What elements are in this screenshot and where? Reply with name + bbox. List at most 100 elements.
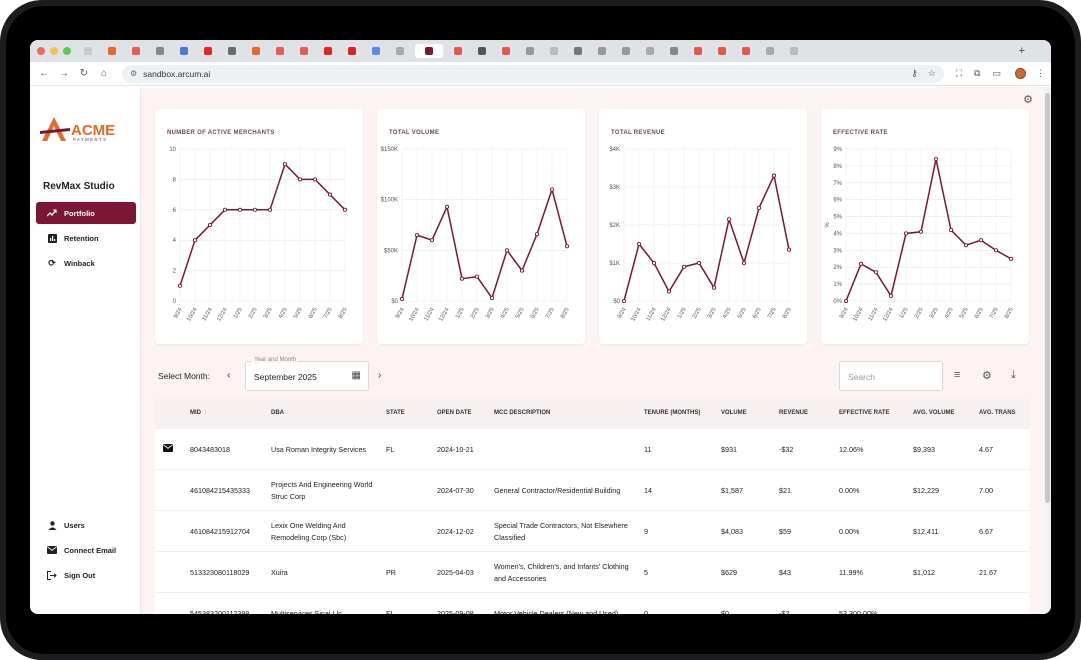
next-month-chevron-icon[interactable]: › bbox=[378, 370, 382, 381]
data-point[interactable] bbox=[651, 260, 657, 266]
data-point[interactable] bbox=[474, 274, 480, 279]
data-point[interactable] bbox=[918, 229, 924, 234]
data-point[interactable] bbox=[222, 207, 228, 212]
month-picker-field[interactable]: Year and Month September 2025 ▦ bbox=[245, 357, 369, 391]
data-point[interactable] bbox=[534, 232, 540, 237]
data-point[interactable] bbox=[414, 233, 420, 238]
browser-tab[interactable] bbox=[319, 44, 337, 58]
browser-tab[interactable] bbox=[545, 44, 563, 58]
data-point[interactable] bbox=[549, 187, 555, 192]
calendar-icon[interactable]: ▦ bbox=[351, 370, 361, 381]
column-header-volume[interactable]: VOLUME bbox=[721, 399, 776, 429]
column-header-open-date[interactable]: OPEN DATE bbox=[437, 399, 492, 429]
browser-tab[interactable] bbox=[473, 44, 491, 58]
data-point[interactable] bbox=[843, 298, 849, 304]
data-point[interactable] bbox=[519, 268, 525, 273]
browser-tab[interactable] bbox=[713, 44, 731, 58]
data-point[interactable] bbox=[489, 295, 495, 301]
browser-tab[interactable] bbox=[569, 44, 587, 58]
site-info-icon[interactable]: ⚙ bbox=[130, 69, 138, 78]
minimize-window-button[interactable] bbox=[50, 47, 58, 55]
data-point[interactable] bbox=[858, 261, 864, 266]
sort-arrow-up-icon[interactable]: ↑ bbox=[204, 410, 207, 417]
browser-tab[interactable] bbox=[641, 44, 659, 58]
data-point[interactable] bbox=[756, 205, 762, 210]
data-point[interactable] bbox=[297, 177, 303, 182]
column-header-state[interactable]: STATE bbox=[386, 399, 431, 429]
browser-tab[interactable] bbox=[761, 44, 779, 58]
data-point[interactable] bbox=[741, 260, 747, 266]
screenshot-icon[interactable]: ⛶ bbox=[955, 68, 963, 78]
menu-kebab-icon[interactable]: ⋮ bbox=[1036, 68, 1045, 78]
browser-tab[interactable] bbox=[497, 44, 515, 58]
data-point[interactable] bbox=[399, 296, 405, 302]
data-point[interactable] bbox=[696, 260, 702, 266]
data-point[interactable] bbox=[459, 276, 465, 281]
maximize-window-button[interactable] bbox=[63, 47, 71, 55]
browser-tab[interactable] bbox=[689, 44, 707, 58]
data-point[interactable] bbox=[267, 207, 273, 212]
browser-tab[interactable] bbox=[521, 44, 539, 58]
table-row[interactable]: 461084215435333 Projects And Engineering … bbox=[155, 470, 1030, 511]
browser-tab[interactable] bbox=[415, 44, 443, 58]
column-header-rate[interactable]: EFFECTIVE RATE bbox=[839, 399, 909, 429]
bookmark-star-icon[interactable]: ☆ bbox=[927, 68, 936, 78]
search-input[interactable]: Search bbox=[839, 361, 943, 391]
data-point[interactable] bbox=[564, 244, 570, 249]
close-window-button[interactable] bbox=[37, 47, 45, 55]
profile-avatar[interactable] bbox=[1015, 68, 1026, 79]
table-row[interactable]: 545383200112399 Multiservices Sinai Llc FL… bbox=[155, 593, 1030, 614]
scrollbar[interactable] bbox=[1044, 87, 1051, 614]
data-point[interactable] bbox=[312, 177, 318, 182]
data-point[interactable] bbox=[192, 238, 198, 243]
browser-tab[interactable] bbox=[367, 44, 385, 58]
address-bar[interactable]: ⚙ sandbox.arcum.ai ⚷ ☆ bbox=[122, 64, 944, 83]
forward-icon[interactable]: → bbox=[59, 68, 69, 79]
browser-tab[interactable] bbox=[593, 44, 611, 58]
browser-tab[interactable] bbox=[295, 44, 313, 58]
table-row[interactable]: 513323080118029 Xuira PR 2025-04-03 Women's,… bbox=[155, 552, 1030, 593]
sidepanel-icon[interactable]: ▭ bbox=[992, 68, 1001, 78]
reload-icon[interactable]: ↻ bbox=[79, 68, 89, 79]
settings-gear-icon[interactable]: ⚙ bbox=[1023, 94, 1033, 106]
mail-icon[interactable] bbox=[163, 444, 173, 454]
extensions-icon[interactable]: ⧉ bbox=[974, 68, 981, 78]
data-point[interactable] bbox=[666, 289, 672, 294]
data-point[interactable] bbox=[237, 207, 243, 212]
data-point[interactable] bbox=[933, 157, 939, 162]
browser-tab[interactable] bbox=[617, 44, 635, 58]
key-icon[interactable]: ⚷ bbox=[911, 68, 918, 78]
column-header-tenure[interactable]: TENURE (MONTHS) bbox=[644, 399, 714, 429]
browser-tab[interactable] bbox=[79, 44, 97, 58]
nav-item-portfolio[interactable]: Portfolio bbox=[36, 202, 136, 224]
data-point[interactable] bbox=[948, 228, 954, 233]
data-point[interactable] bbox=[621, 298, 627, 304]
data-point[interactable] bbox=[726, 217, 732, 222]
data-point[interactable] bbox=[873, 270, 879, 275]
data-point[interactable] bbox=[207, 222, 213, 228]
browser-tab[interactable] bbox=[175, 44, 193, 58]
data-point[interactable] bbox=[429, 238, 435, 243]
column-header-mcc[interactable]: MCC DESCRIPTION bbox=[494, 399, 639, 429]
browser-tab[interactable] bbox=[343, 44, 361, 58]
nav-item-winback[interactable]: ⟳ Winback bbox=[36, 252, 136, 274]
browser-tab[interactable] bbox=[271, 44, 289, 58]
data-point[interactable] bbox=[681, 264, 687, 269]
table-row[interactable]: 8043483018 Usa Roman Integrity Services FL… bbox=[155, 429, 1030, 470]
data-point[interactable] bbox=[342, 207, 348, 212]
browser-tab[interactable] bbox=[127, 44, 145, 58]
browser-tab[interactable] bbox=[449, 44, 467, 58]
data-point[interactable] bbox=[636, 241, 642, 247]
back-icon[interactable]: ← bbox=[39, 68, 49, 79]
browser-tab[interactable] bbox=[665, 44, 683, 58]
data-point[interactable] bbox=[504, 248, 510, 253]
browser-tab[interactable] bbox=[785, 44, 803, 58]
home-icon[interactable]: ⌂ bbox=[100, 68, 108, 79]
data-point[interactable] bbox=[993, 248, 999, 253]
scrollbar-thumb[interactable] bbox=[1045, 93, 1050, 503]
browser-tab[interactable] bbox=[247, 44, 265, 58]
data-point[interactable] bbox=[771, 173, 777, 178]
data-point[interactable] bbox=[1008, 256, 1014, 261]
column-settings-gear-icon[interactable]: ⚙ bbox=[982, 370, 992, 382]
prev-month-chevron-icon[interactable]: ‹ bbox=[227, 370, 231, 381]
